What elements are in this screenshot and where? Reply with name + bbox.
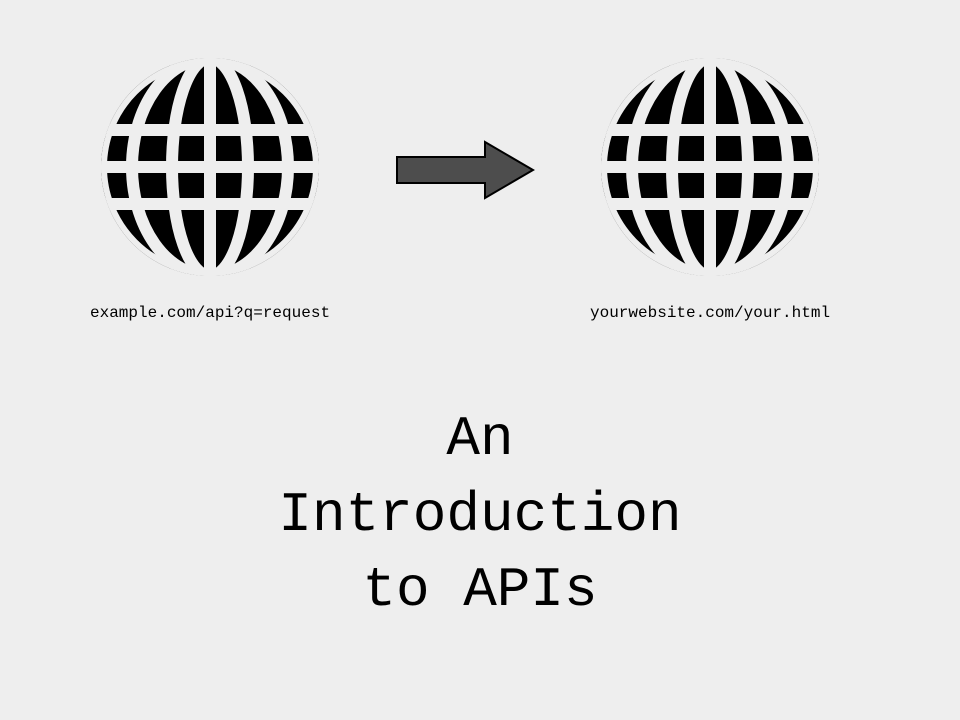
request-arrow: [395, 140, 535, 205]
website-url-caption: yourwebsite.com/your.html: [590, 304, 830, 322]
api-url-caption: example.com/api?q=request: [90, 304, 330, 322]
globe-api-server: example.com/api?q=request: [90, 58, 330, 322]
globe-icon: [601, 58, 819, 276]
globe-your-website: yourwebsite.com/your.html: [590, 58, 830, 322]
slide-title: An Introduction to APIs: [0, 402, 960, 629]
diagram-canvas: example.com/api?q=request yourwebsite.co…: [0, 0, 960, 720]
globe-icon: [101, 58, 319, 276]
arrow-icon: [395, 140, 535, 200]
